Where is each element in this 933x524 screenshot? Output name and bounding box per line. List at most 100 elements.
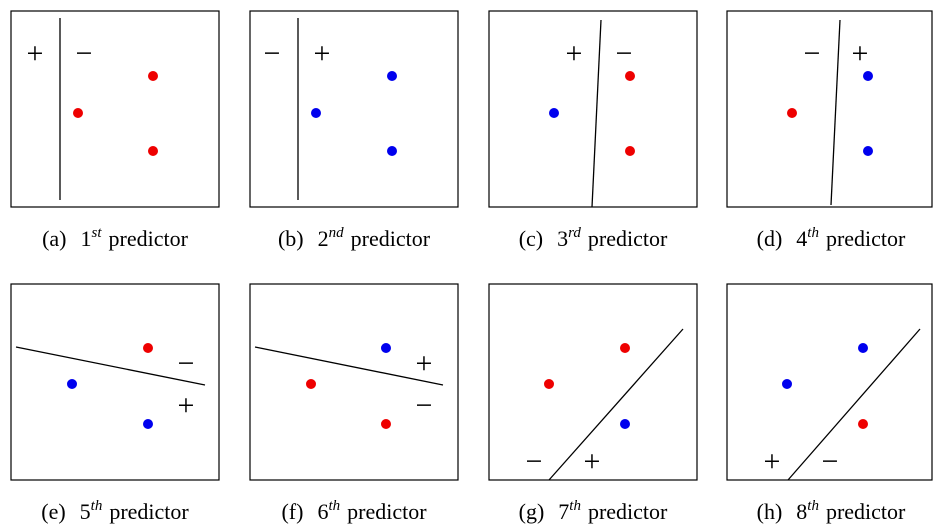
sign: + <box>178 389 195 422</box>
panel-frame <box>488 10 698 208</box>
panel: − + (e) 5th predictor <box>10 283 220 524</box>
point <box>381 419 391 429</box>
sign: − <box>526 445 543 478</box>
point <box>387 71 397 81</box>
sign: − <box>178 347 195 380</box>
caption: (a) 1st predictor <box>42 225 189 251</box>
point <box>387 146 397 156</box>
caption-suffix: th <box>328 498 340 514</box>
sign: + <box>27 37 44 70</box>
caption-word: predictor <box>351 226 431 251</box>
panel: + − (h) 8th predictor <box>726 283 933 524</box>
panel: − + (b) 2nd predictor <box>249 10 459 251</box>
caption-suffix: th <box>807 225 819 241</box>
point <box>73 108 83 118</box>
point <box>549 108 559 118</box>
point <box>787 108 797 118</box>
separator <box>830 19 841 206</box>
caption: (b) 2nd predictor <box>278 225 431 251</box>
caption-suffix: nd <box>329 225 345 241</box>
caption: (f) 6th predictor <box>281 498 427 524</box>
sign: + <box>314 37 331 70</box>
caption-label: (c) <box>519 226 543 251</box>
point <box>858 419 868 429</box>
point <box>143 343 153 353</box>
caption-ordinal: 1 <box>81 226 92 251</box>
sign: + <box>584 445 601 478</box>
sign: + <box>416 347 433 380</box>
caption: (h) 8th predictor <box>757 498 906 524</box>
caption-label: (b) <box>278 226 304 251</box>
caption: (g) 7th predictor <box>519 498 668 524</box>
point <box>67 379 77 389</box>
caption-ordinal: 2 <box>318 226 329 251</box>
point <box>143 419 153 429</box>
sign: − <box>804 37 821 70</box>
caption-suffix: th <box>569 498 581 514</box>
sign: − <box>264 37 281 70</box>
caption-label: (a) <box>42 226 66 251</box>
point <box>625 71 635 81</box>
sign: − <box>616 37 633 70</box>
caption-label: (g) <box>519 499 545 524</box>
panel: + − (a) 1st predictor <box>10 10 220 251</box>
caption-word: predictor <box>588 226 668 251</box>
caption-ordinal: 6 <box>317 499 328 524</box>
point <box>625 146 635 156</box>
point <box>148 71 158 81</box>
caption-ordinal: 7 <box>558 499 569 524</box>
sign: − <box>822 445 839 478</box>
panel-frame <box>726 283 933 481</box>
caption-ordinal: 4 <box>796 226 807 251</box>
panel-frame <box>10 10 220 208</box>
point <box>620 419 630 429</box>
sign: + <box>566 37 583 70</box>
panel: + − (f) 6th predictor <box>249 283 459 524</box>
caption-word: predictor <box>347 499 427 524</box>
sign: + <box>852 37 869 70</box>
sign: − <box>416 389 433 422</box>
panel: − + (g) 7th predictor <box>488 283 698 524</box>
caption: (c) 3rd predictor <box>519 225 668 251</box>
point <box>858 343 868 353</box>
sign: + <box>764 445 781 478</box>
caption: (d) 4th predictor <box>757 225 906 251</box>
panel-frame <box>726 10 933 208</box>
panel-frame <box>249 10 459 208</box>
caption-label: (e) <box>41 499 65 524</box>
panel: − + (d) 4th predictor <box>726 10 933 251</box>
caption-ordinal: 3 <box>557 226 568 251</box>
caption-ordinal: 8 <box>796 499 807 524</box>
caption-word: predictor <box>826 226 906 251</box>
sign: − <box>76 37 93 70</box>
point <box>306 379 316 389</box>
separator <box>591 19 602 208</box>
caption-suffix: th <box>807 498 819 514</box>
caption-word: predictor <box>826 499 906 524</box>
point <box>148 146 158 156</box>
point <box>863 71 873 81</box>
panel-frame <box>249 283 459 481</box>
panel-frame <box>10 283 220 481</box>
panel-frame <box>488 283 698 481</box>
caption: (e) 5th predictor <box>41 498 189 524</box>
separator <box>548 328 684 481</box>
separator <box>254 346 444 386</box>
caption-suffix: th <box>91 498 103 514</box>
caption-suffix: rd <box>568 225 581 241</box>
caption-word: predictor <box>109 226 189 251</box>
caption-label: (h) <box>757 499 783 524</box>
separator <box>787 328 921 481</box>
caption-ordinal: 5 <box>80 499 91 524</box>
point <box>782 379 792 389</box>
panel: + − (c) 3rd predictor <box>488 10 698 251</box>
caption-word: predictor <box>588 499 668 524</box>
caption-word: predictor <box>109 499 189 524</box>
point <box>311 108 321 118</box>
caption-suffix: st <box>92 225 103 241</box>
point <box>620 343 630 353</box>
caption-label: (d) <box>757 226 783 251</box>
point <box>863 146 873 156</box>
separator <box>15 346 206 386</box>
